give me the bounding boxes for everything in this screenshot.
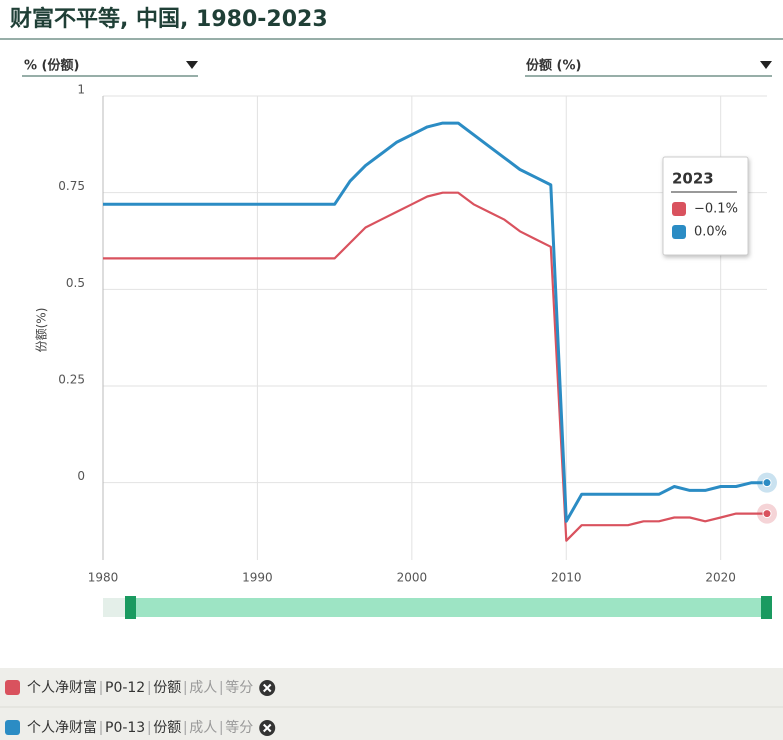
x-tick-label: 2000 (397, 571, 428, 585)
dropdown-right[interactable]: 份额 (%) (526, 58, 581, 74)
x-tick-label: 1990 (242, 571, 273, 585)
legend-part: 份额 (153, 720, 181, 736)
x-tick-label: 2020 (705, 571, 736, 585)
remove-icon[interactable] (263, 683, 272, 693)
x-tick-label: 2010 (551, 571, 582, 585)
slider-handle[interactable] (761, 596, 772, 619)
slider-handle[interactable] (125, 596, 136, 619)
legend-part: 等分 (225, 679, 253, 696)
legend-part: 成人 (189, 720, 217, 736)
legend-part: 成人 (189, 680, 217, 696)
tooltip-swatch (672, 225, 686, 239)
y-axis-title: 份额(%) (35, 308, 49, 353)
series-line (103, 121, 767, 523)
y-tick-label: 0 (77, 469, 85, 483)
end-point (762, 509, 772, 519)
tooltip-value: 0.0% (694, 225, 727, 240)
legend-name: 个人净财富 (27, 719, 97, 736)
y-tick-label: 1 (77, 83, 85, 97)
y-tick-label: 0.5 (66, 276, 85, 290)
legend-panel (0, 668, 783, 740)
dropdown-arrow[interactable] (186, 61, 198, 69)
chart-title: 财富不平等, 中国, 1980-2023 (10, 6, 328, 32)
legend-swatch (5, 720, 20, 735)
slider-range[interactable] (130, 598, 767, 617)
end-point (762, 478, 772, 488)
tooltip-value: −0.1% (694, 202, 738, 217)
legend-part: 份额 (153, 680, 181, 696)
legend-part: P0-12 (105, 680, 145, 696)
y-tick-label: 0.75 (58, 179, 85, 193)
dropdown-left[interactable]: % (份额) (24, 58, 79, 74)
dropdown-arrow[interactable] (760, 61, 772, 69)
remove-icon[interactable] (263, 723, 272, 733)
tooltip-swatch (672, 202, 686, 216)
series-line (103, 191, 767, 542)
y-tick-label: 0.25 (58, 373, 85, 387)
tooltip-title: 2023 (672, 170, 714, 188)
x-tick-label: 1980 (88, 571, 119, 585)
legend-part: 等分 (225, 719, 253, 736)
legend-swatch (5, 680, 20, 695)
legend-part: P0-13 (105, 720, 145, 736)
legend-name: 个人净财富 (27, 679, 97, 696)
